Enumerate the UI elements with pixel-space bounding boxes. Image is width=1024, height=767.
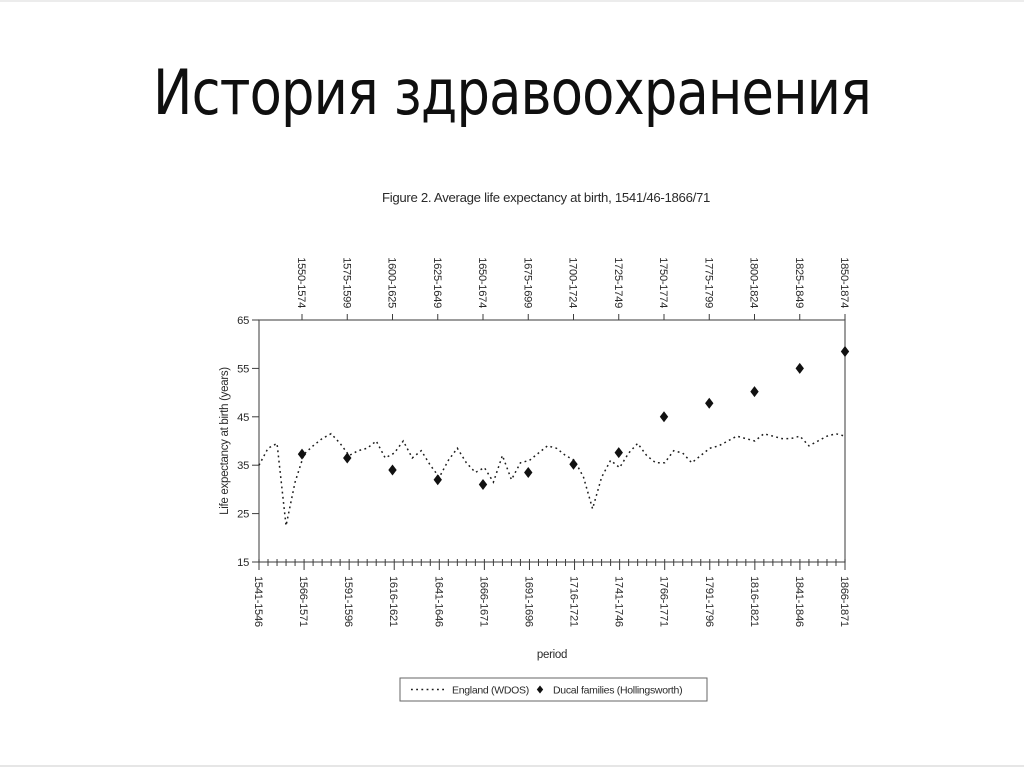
y-axis-tick-label: 35 <box>237 460 249 472</box>
x-axis-tick-label: 1841-1846 <box>793 576 805 627</box>
life-expectancy-figure: Figure 2. Average life expectancy at bir… <box>160 180 920 720</box>
x-axis-tick-label: 1816-1821 <box>748 576 760 627</box>
top-axis-tick-label: 1775-1799 <box>702 257 714 308</box>
y-axis-tick-label: 65 <box>237 315 249 327</box>
top-axis-tick-label: 1675-1699 <box>521 257 533 308</box>
legend-label-ducal: Ducal families (Hollingsworth) <box>553 685 682 697</box>
top-axis-tick-label: 1725-1749 <box>612 257 624 308</box>
chart-title: Figure 2. Average life expectancy at bir… <box>382 190 710 205</box>
x-axis-tick-label: 1741-1746 <box>613 576 625 627</box>
x-axis-tick-label: 1541-1546 <box>252 576 264 627</box>
x-axis-tick-label: 1566-1571 <box>297 576 309 627</box>
x-axis-tick-label: 1766-1771 <box>658 576 670 627</box>
y-axis-tick-label: 55 <box>237 363 249 375</box>
x-axis-tick-label: 1716-1721 <box>568 576 580 627</box>
ducal-series-point <box>343 452 352 464</box>
ducal-series-point <box>478 479 488 491</box>
top-axis-tick-label: 1575-1599 <box>340 257 352 308</box>
top-axis-tick-label: 1600-1625 <box>386 257 398 308</box>
x-axis-tick-label: 1866-1871 <box>838 576 850 627</box>
top-axis-tick-label: 1750-1774 <box>657 257 669 308</box>
top-axis-tick-label: 1550-1574 <box>295 257 307 308</box>
ducal-series-point <box>705 397 714 409</box>
chart-canvas: Figure 2. Average life expectancy at bir… <box>219 190 850 702</box>
ducal-series-point <box>659 411 669 423</box>
x-axis-label: period <box>537 649 567 661</box>
x-axis-tick-label: 1691-1696 <box>522 576 534 627</box>
legend-diamond-sample <box>536 685 544 694</box>
ducal-series-point <box>795 362 804 374</box>
top-axis-tick-label: 1650-1674 <box>476 257 488 308</box>
ducal-series-point <box>614 447 623 459</box>
top-axis-tick-label: 1800-1824 <box>748 257 760 308</box>
x-axis-tick-label: 1641-1646 <box>432 576 444 627</box>
ducal-series-point <box>388 464 397 476</box>
y-axis-tick-label: 45 <box>237 412 249 424</box>
legend-box <box>399 677 708 702</box>
ducal-series-point <box>750 386 759 398</box>
x-axis-tick-label: 1616-1621 <box>387 576 399 627</box>
top-axis-tick-label: 1825-1849 <box>793 257 805 308</box>
top-axis-tick-label: 1700-1724 <box>567 257 579 308</box>
x-axis-tick-label: 1591-1596 <box>342 576 354 627</box>
ducal-series-point <box>433 474 442 486</box>
top-axis-tick-label: 1625-1649 <box>431 257 443 308</box>
x-axis-tick-label: 1666-1671 <box>477 576 489 627</box>
ducal-series-point <box>297 448 307 460</box>
y-axis-tick-label: 25 <box>237 509 249 521</box>
top-axis-tick-label: 1850-1874 <box>838 257 850 308</box>
y-axis-label: Life expectancy at birth (years) <box>219 367 231 515</box>
ducal-series-point <box>524 466 533 478</box>
legend-label-england: England (WDOS) <box>452 685 529 697</box>
ducal-series-point <box>840 345 850 357</box>
x-axis-tick-label: 1791-1796 <box>703 576 715 627</box>
y-axis-tick-label: 15 <box>237 557 249 569</box>
plot-border <box>258 319 846 563</box>
ducal-series-point <box>569 458 578 470</box>
england-series-line <box>258 432 846 526</box>
slide-title: История здравоохранения <box>153 56 872 129</box>
